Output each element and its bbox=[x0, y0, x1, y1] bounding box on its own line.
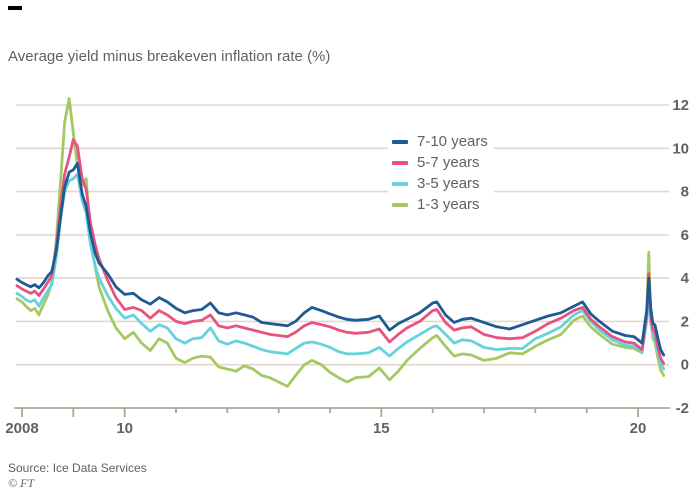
legend-label-7-10-years: 7-10 years bbox=[417, 133, 488, 150]
legend-item-1-3-years: 1-3 years bbox=[392, 194, 494, 215]
legend-swatch-7-10-years bbox=[392, 139, 408, 144]
legend-label-1-3-years: 1-3 years bbox=[417, 196, 480, 213]
y-tick-label: 12 bbox=[672, 97, 689, 114]
x-tick-label: 15 bbox=[373, 420, 390, 437]
chart-legend: 7-10 years 5-7 years 3-5 years 1-3 years bbox=[388, 129, 494, 217]
y-tick-label: 6 bbox=[681, 227, 689, 244]
y-tick-label: 2 bbox=[681, 313, 689, 330]
legend-swatch-5-7-years bbox=[392, 160, 408, 165]
y-tick-label: 8 bbox=[681, 184, 689, 201]
chart-title: Average yield minus breakeven inflation … bbox=[8, 48, 331, 65]
x-tick-label: 2008 bbox=[5, 420, 38, 437]
series-line-1-3-years bbox=[15, 97, 666, 388]
legend-item-5-7-years: 5-7 years bbox=[392, 152, 494, 173]
y-tick-label: -2 bbox=[676, 400, 689, 417]
y-tick-label: 10 bbox=[672, 140, 689, 157]
source-text: Source: Ice Data Services bbox=[8, 461, 147, 475]
legend-swatch-3-5-years bbox=[392, 181, 408, 186]
legend-label-5-7-years: 5-7 years bbox=[417, 154, 480, 171]
x-tick-label: 20 bbox=[630, 420, 647, 437]
y-tick-label: 4 bbox=[681, 270, 690, 287]
legend-label-3-5-years: 3-5 years bbox=[417, 175, 480, 192]
legend-item-7-10-years: 7-10 years bbox=[392, 131, 494, 152]
series-line-7-10-years bbox=[15, 161, 666, 357]
ft-copyright: © FT bbox=[8, 476, 35, 490]
legend-item-3-5-years: 3-5 years bbox=[392, 173, 494, 194]
x-tick-label: 10 bbox=[116, 420, 133, 437]
ft-top-mark bbox=[8, 6, 22, 10]
y-tick-label: 0 bbox=[681, 357, 689, 374]
series-line-3-5-years bbox=[15, 172, 666, 371]
series-line-5-7-years bbox=[15, 138, 666, 366]
legend-swatch-1-3-years bbox=[392, 202, 408, 207]
